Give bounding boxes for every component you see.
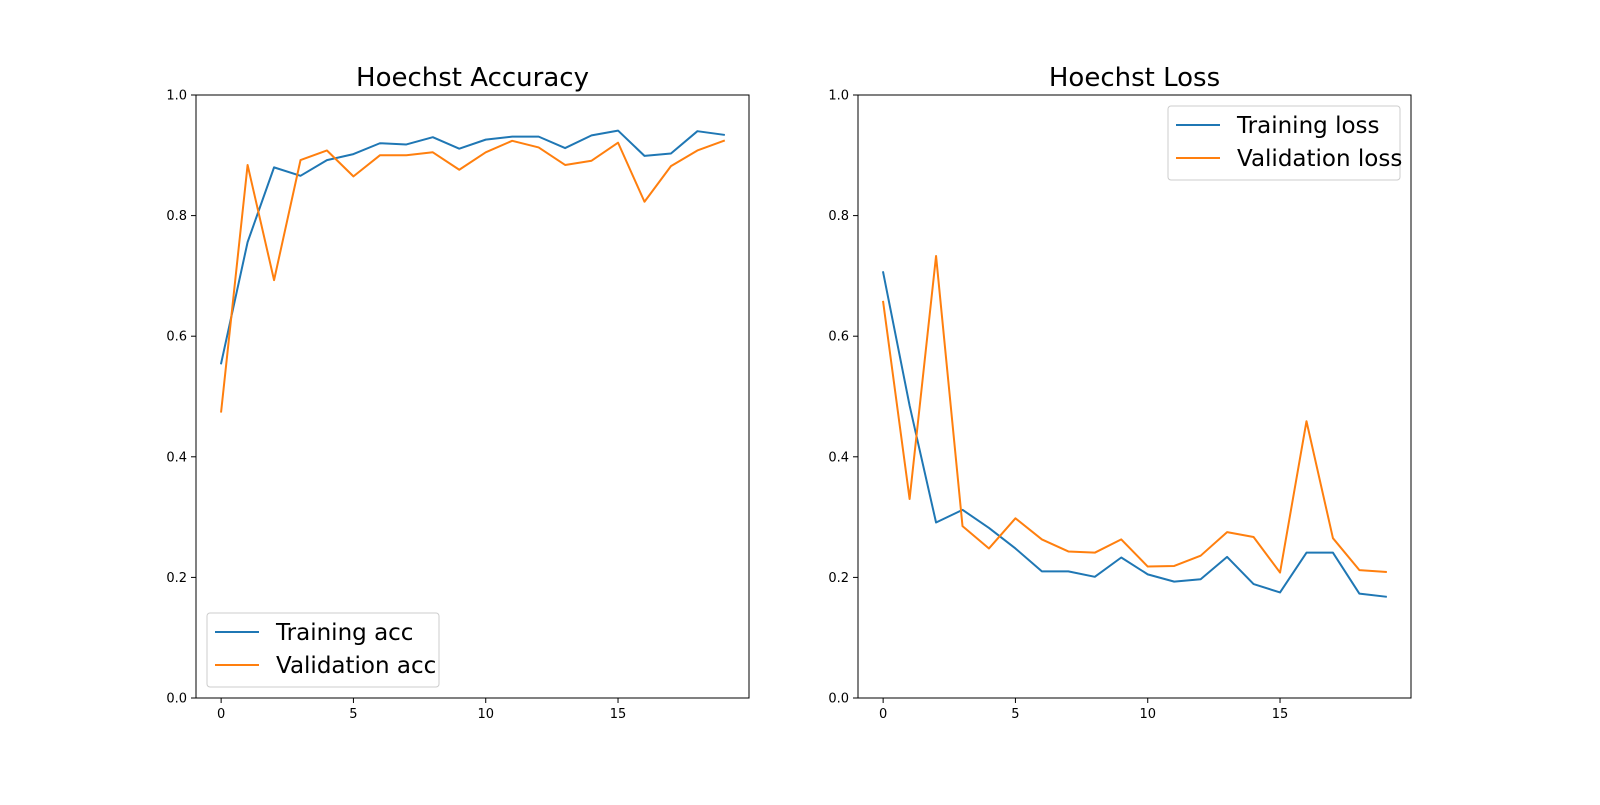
loss-legend: Training loss Validation loss [1167,105,1402,181]
accuracy-legend-label: Validation acc [276,653,436,679]
loss-y-tick-label: 0.4 [828,450,849,465]
loss-x-tick-label: 15 [1272,707,1289,722]
loss-plot-frame [857,94,1412,699]
loss-y-tick-label: 0.0 [828,692,849,707]
loss-y-tick-label: 1.0 [828,89,849,104]
accuracy-legend-box [206,612,440,688]
loss-series-line-validation-loss [882,255,1387,574]
accuracy-plot-frame [195,94,750,699]
loss-x-tick-label: 0 [879,707,887,722]
accuracy-x-tick-label: 10 [477,707,494,722]
loss-y-tick-label: 0.2 [828,571,849,586]
accuracy-y-tick-label: 1.0 [166,89,187,104]
loss-chart-title: Hoechst Loss [1049,63,1220,93]
accuracy-legend: Training acc Validation acc [206,612,440,688]
accuracy-y-tick-label: 0.8 [166,209,187,224]
accuracy-y-tick-label: 0.6 [166,330,187,345]
accuracy-legend-label: Training acc [275,620,413,646]
loss-x-tick-label: 5 [1011,707,1019,722]
loss-x-tick-label: 10 [1139,707,1156,722]
loss-y-tick-label: 0.6 [828,330,849,345]
accuracy-x-tick-label: 5 [349,707,357,722]
accuracy-chart: Hoechst Accuracy 0 5 10 15 0.0 0.2 0.4 0.6 0.8 1.0… [166,63,750,722]
accuracy-chart-title: Hoechst Accuracy [356,63,589,93]
loss-legend-label: Training loss [1236,113,1380,139]
accuracy-y-tick-label: 0.2 [166,571,187,586]
loss-legend-box [1167,105,1401,181]
accuracy-y-tick-label: 0.4 [166,450,187,465]
accuracy-series-line-training-acc [219,129,725,365]
loss-y-tick-label: 0.8 [828,209,849,224]
loss-chart: Hoechst Loss 0 5 10 15 0.0 0.2 0.4 0.6 0.8 1.0 Trai… [828,63,1412,722]
accuracy-x-tick-label: 0 [217,707,225,722]
loss-series-line-training-loss [881,271,1387,598]
loss-legend-label: Validation loss [1237,146,1402,172]
accuracy-y-tick-label: 0.0 [166,692,187,707]
accuracy-x-tick-label: 15 [610,707,627,722]
accuracy-series-line-validation-acc [220,139,726,413]
